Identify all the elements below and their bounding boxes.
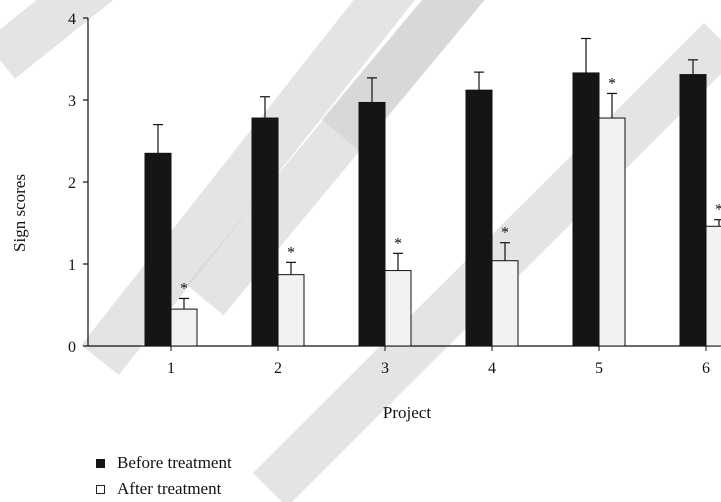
legend: Before treatment After treatment [96, 450, 232, 502]
bar-before-3 [359, 102, 385, 346]
x-tick-label: 6 [702, 360, 710, 377]
legend-label-after: After treatment [117, 479, 221, 499]
y-tick-label: 1 [68, 257, 76, 274]
legend-item-after: After treatment [96, 476, 232, 502]
y-tick-label: 0 [68, 339, 76, 356]
significance-marker: * [608, 75, 616, 92]
x-tick-label: 2 [274, 360, 282, 377]
significance-marker: * [715, 202, 721, 219]
bar-after-1 [171, 309, 197, 346]
bar-before-6 [680, 75, 706, 346]
bar-after-6 [706, 226, 721, 346]
significance-marker: * [287, 244, 295, 261]
bar-before-4 [466, 90, 492, 346]
x-axis-label: Project [383, 403, 431, 422]
significance-marker: * [394, 235, 402, 252]
bar-before-1 [145, 153, 171, 346]
y-tick-label: 2 [68, 175, 76, 192]
significance-marker: * [501, 225, 509, 242]
bar-before-2 [252, 118, 278, 346]
x-tick-label: 3 [381, 360, 389, 377]
significance-marker: * [180, 280, 188, 297]
bar-after-2 [278, 275, 304, 346]
bar-after-3 [385, 271, 411, 346]
y-tick-label: 4 [68, 11, 76, 28]
bar-after-4 [492, 261, 518, 346]
y-tick-label: 3 [68, 93, 76, 110]
legend-item-before: Before treatment [96, 450, 232, 476]
x-tick-label: 5 [595, 360, 603, 377]
legend-swatch-after [96, 485, 105, 494]
bar-before-5 [573, 73, 599, 346]
watermark-band-4 [0, 0, 100, 60]
legend-swatch-before [96, 459, 105, 468]
legend-label-before: Before treatment [117, 453, 232, 473]
bar-after-5 [599, 118, 625, 346]
y-axis-label: Sign scores [10, 174, 29, 252]
x-tick-label: 1 [167, 360, 175, 377]
x-tick-label: 4 [488, 360, 496, 377]
